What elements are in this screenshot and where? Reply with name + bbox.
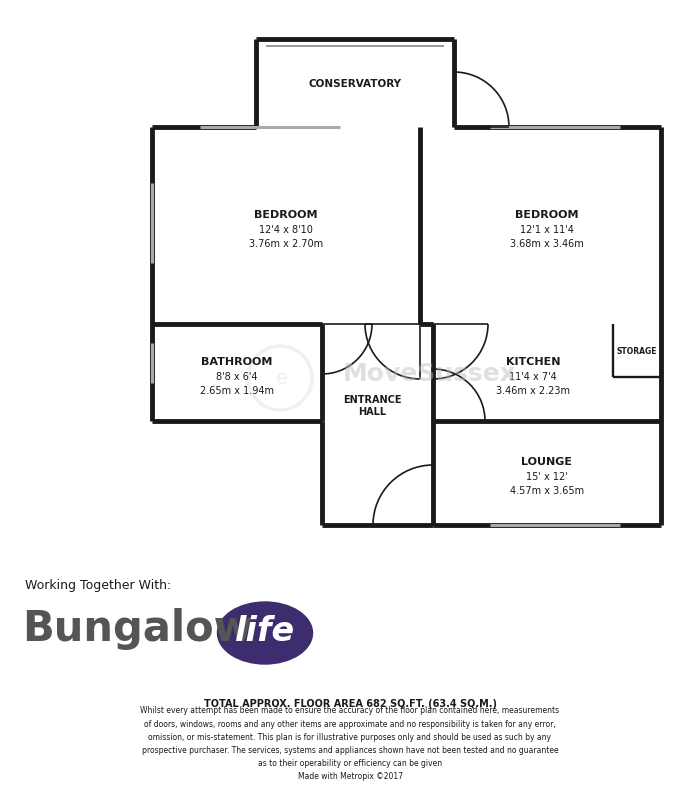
- Text: STORAGE: STORAGE: [617, 347, 657, 356]
- Text: e: e: [276, 369, 288, 388]
- Text: ENTRANCE
HALL: ENTRANCE HALL: [343, 394, 401, 417]
- Text: LOUNGE: LOUNGE: [522, 456, 573, 467]
- Text: BEDROOM: BEDROOM: [254, 210, 318, 220]
- Text: MoveSussex: MoveSussex: [343, 361, 517, 385]
- Bar: [152, 128, 433, 324]
- Text: 12'4 x 8'10
3.76m x 2.70m: 12'4 x 8'10 3.76m x 2.70m: [249, 225, 323, 249]
- Text: BATHROOM: BATHROOM: [202, 357, 273, 366]
- Ellipse shape: [218, 602, 312, 664]
- Text: 12'1 x 11'4
3.68m x 3.46m: 12'1 x 11'4 3.68m x 3.46m: [510, 225, 584, 249]
- Text: Whilst every attempt has been made to ensure the accuracy of the floor plan cont: Whilst every attempt has been made to en…: [141, 706, 559, 781]
- Text: 15' x 12'
4.57m x 3.65m: 15' x 12' 4.57m x 3.65m: [510, 471, 584, 495]
- Text: KITCHEN: KITCHEN: [505, 357, 560, 366]
- Text: 11'4 x 7'4
3.46m x 2.23m: 11'4 x 7'4 3.46m x 2.23m: [496, 372, 570, 396]
- Bar: [152, 324, 322, 422]
- Text: BEDROOM: BEDROOM: [515, 210, 579, 220]
- Bar: [433, 128, 661, 324]
- Text: life: life: [235, 615, 295, 648]
- Text: Working Together With:: Working Together With:: [25, 579, 171, 592]
- Bar: [433, 422, 661, 525]
- Bar: [322, 324, 433, 525]
- Text: Bungalow: Bungalow: [22, 607, 252, 649]
- Text: TOTAL APPROX. FLOOR AREA 682 SQ.FT. (63.4 SQ.M.): TOTAL APPROX. FLOOR AREA 682 SQ.FT. (63.…: [204, 698, 496, 708]
- Bar: [256, 40, 454, 128]
- Text: CONSERVATORY: CONSERVATORY: [309, 79, 402, 89]
- Text: 8'8 x 6'4
2.65m x 1.94m: 8'8 x 6'4 2.65m x 1.94m: [200, 372, 274, 396]
- Bar: [433, 324, 661, 422]
